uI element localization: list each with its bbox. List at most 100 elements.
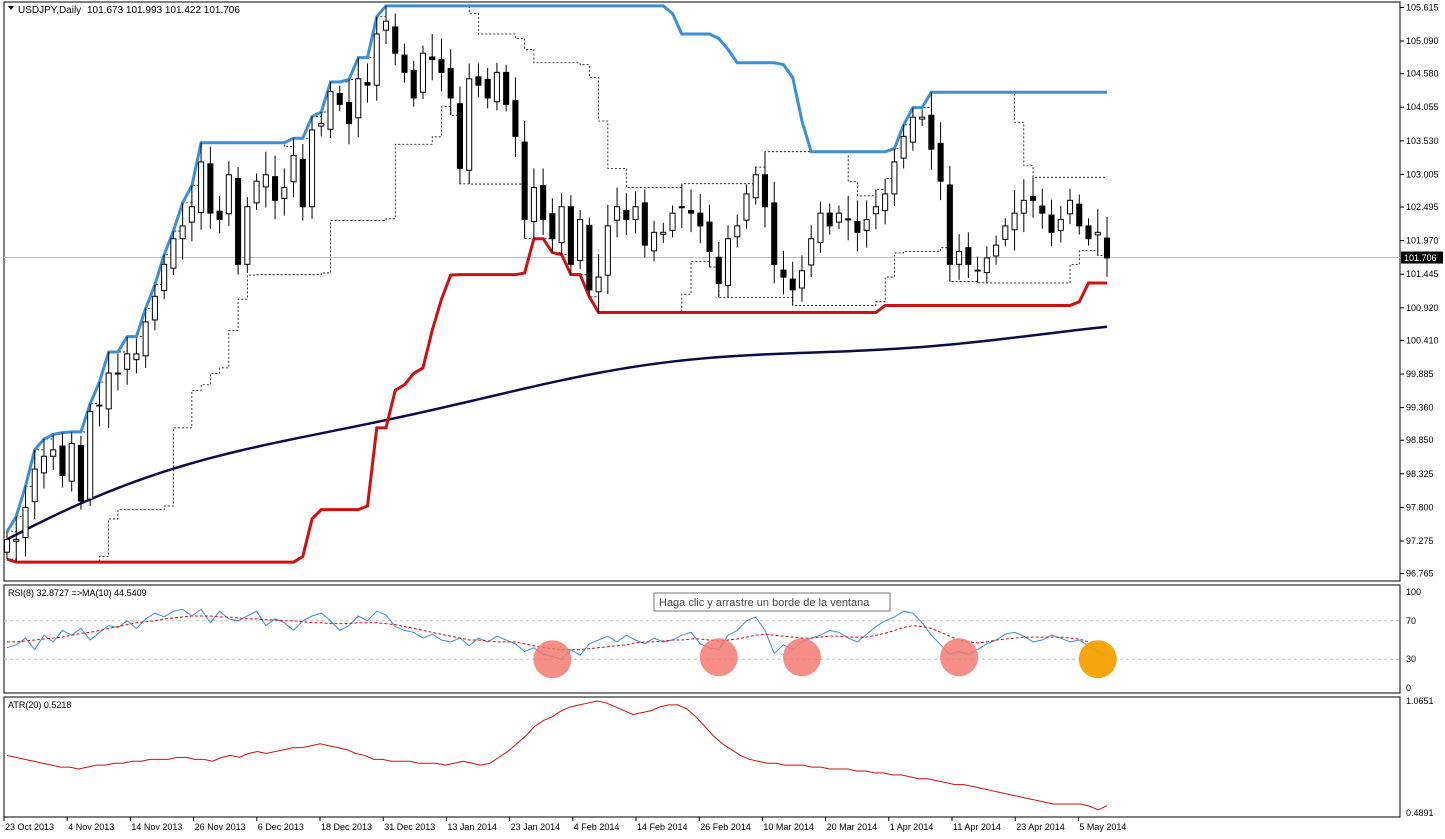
time-tick-label: 31 Dec 2013 [384,822,435,832]
candle-body [179,225,186,240]
candle-body [40,455,48,474]
candle-body [521,141,528,221]
candle-body [4,538,11,553]
rsi-axis: 100 70 30 0 [1406,587,1421,693]
candle-body [244,206,251,265]
candle-body [1020,199,1027,214]
candle-body [540,185,547,221]
time-tick-label: 20 Mar 2014 [827,822,878,832]
candle-body [651,231,658,252]
upper-channel-line [5,4,1107,533]
candle-body [706,221,713,253]
candle-body [660,231,667,235]
candle-body [364,82,371,86]
candle-body [798,270,805,289]
price-tick-label: 105.090 [1406,36,1439,46]
candle-body [281,187,288,199]
collapse-triangle-icon[interactable] [8,6,14,10]
candle-body [549,213,556,240]
candle-body [493,71,500,103]
candle-body [771,202,778,265]
candle-body [290,155,297,183]
time-tick-label: 23 Jan 2014 [511,822,561,832]
price-tick-label: 104.055 [1406,102,1439,112]
candle-body [401,54,408,73]
price-tick-label: 97.275 [1406,536,1434,546]
pink-marker [533,640,572,679]
price-tick-label: 104.580 [1406,69,1439,79]
time-axis: 23 Oct 2013 4 Nov 2013 14 Nov 2013 26 Nov 2… [3,817,1126,832]
candle-body [974,269,981,272]
candle-body [724,238,732,286]
price-tick-label: 102.495 [1406,202,1439,212]
candle-body [142,321,149,357]
chart-header: USDJPY,Daily 101.673 101.993 101.422 101… [8,5,240,16]
time-tick-label: 5 May 2014 [1079,822,1126,832]
candle-body [623,210,630,221]
time-tick-label: 4 Feb 2014 [574,822,620,832]
price-tick-label: 96.765 [1406,569,1434,579]
candle-body [484,78,491,99]
candle-body [669,212,676,231]
time-tick-label: 11 Apr 2014 [953,822,1001,832]
time-tick-label: 26 Nov 2013 [195,822,246,832]
candle-body [198,161,205,213]
candle-body [993,244,1000,257]
price-plot [4,4,1400,564]
price-tick-label: 101.445 [1406,269,1439,279]
time-tick-label: 14 Feb 2014 [637,822,688,832]
candle-body [789,278,796,291]
candle-body [983,257,990,274]
time-tick-label: 14 Nov 2013 [131,822,182,832]
moving-average-line [6,325,1108,541]
candle-body [253,180,260,204]
symbol-label: USDJPY,Daily [18,5,81,16]
candle-body [105,372,112,410]
candle-body [466,78,473,171]
candle-body [752,174,759,199]
candle-body [438,59,445,73]
rsi-tick-label: 0 [1406,683,1411,693]
price-tick-label: 98.325 [1406,469,1434,479]
time-tick-label: 18 Dec 2013 [321,822,372,832]
tooltip: Haga clic y arrastre un borde de la vent… [653,592,891,612]
candle-body [456,103,463,169]
candle-body [678,206,685,209]
rsi-tick-label: 70 [1406,616,1416,626]
candle-body [558,206,565,244]
candle-body [835,212,842,223]
atr-pane [3,696,1401,818]
candle-body [188,206,195,223]
candle-body [817,212,824,244]
candle-body [299,158,306,208]
candle-body [410,69,417,99]
candle-body [124,353,131,370]
candle-body [345,101,353,125]
candle-body [327,91,334,130]
candle-body [133,353,140,361]
candle-body [447,68,454,99]
candle-body [761,174,769,208]
rsi-tick-label: 100 [1406,587,1421,597]
candle-body [216,210,223,221]
candle-body [207,163,214,214]
candle-body [114,372,121,375]
last-price-label: 101.706 [1404,253,1437,263]
last-price-box [1401,251,1443,264]
inner-upper-channel [7,5,1107,533]
candle-body [373,33,380,86]
price-tick-label: 99.885 [1406,369,1434,379]
candle-body [96,404,103,407]
candle-body [826,212,833,227]
candle-body [697,212,704,227]
main-pane [3,1,1401,582]
candle-body [1011,212,1018,231]
candle-body [937,142,944,182]
candle-body [743,193,750,221]
candle-body [429,56,436,61]
candle-body [780,269,787,278]
atr-title: ATR(20) 0.5218 [8,700,71,710]
candle-body [1057,219,1064,231]
